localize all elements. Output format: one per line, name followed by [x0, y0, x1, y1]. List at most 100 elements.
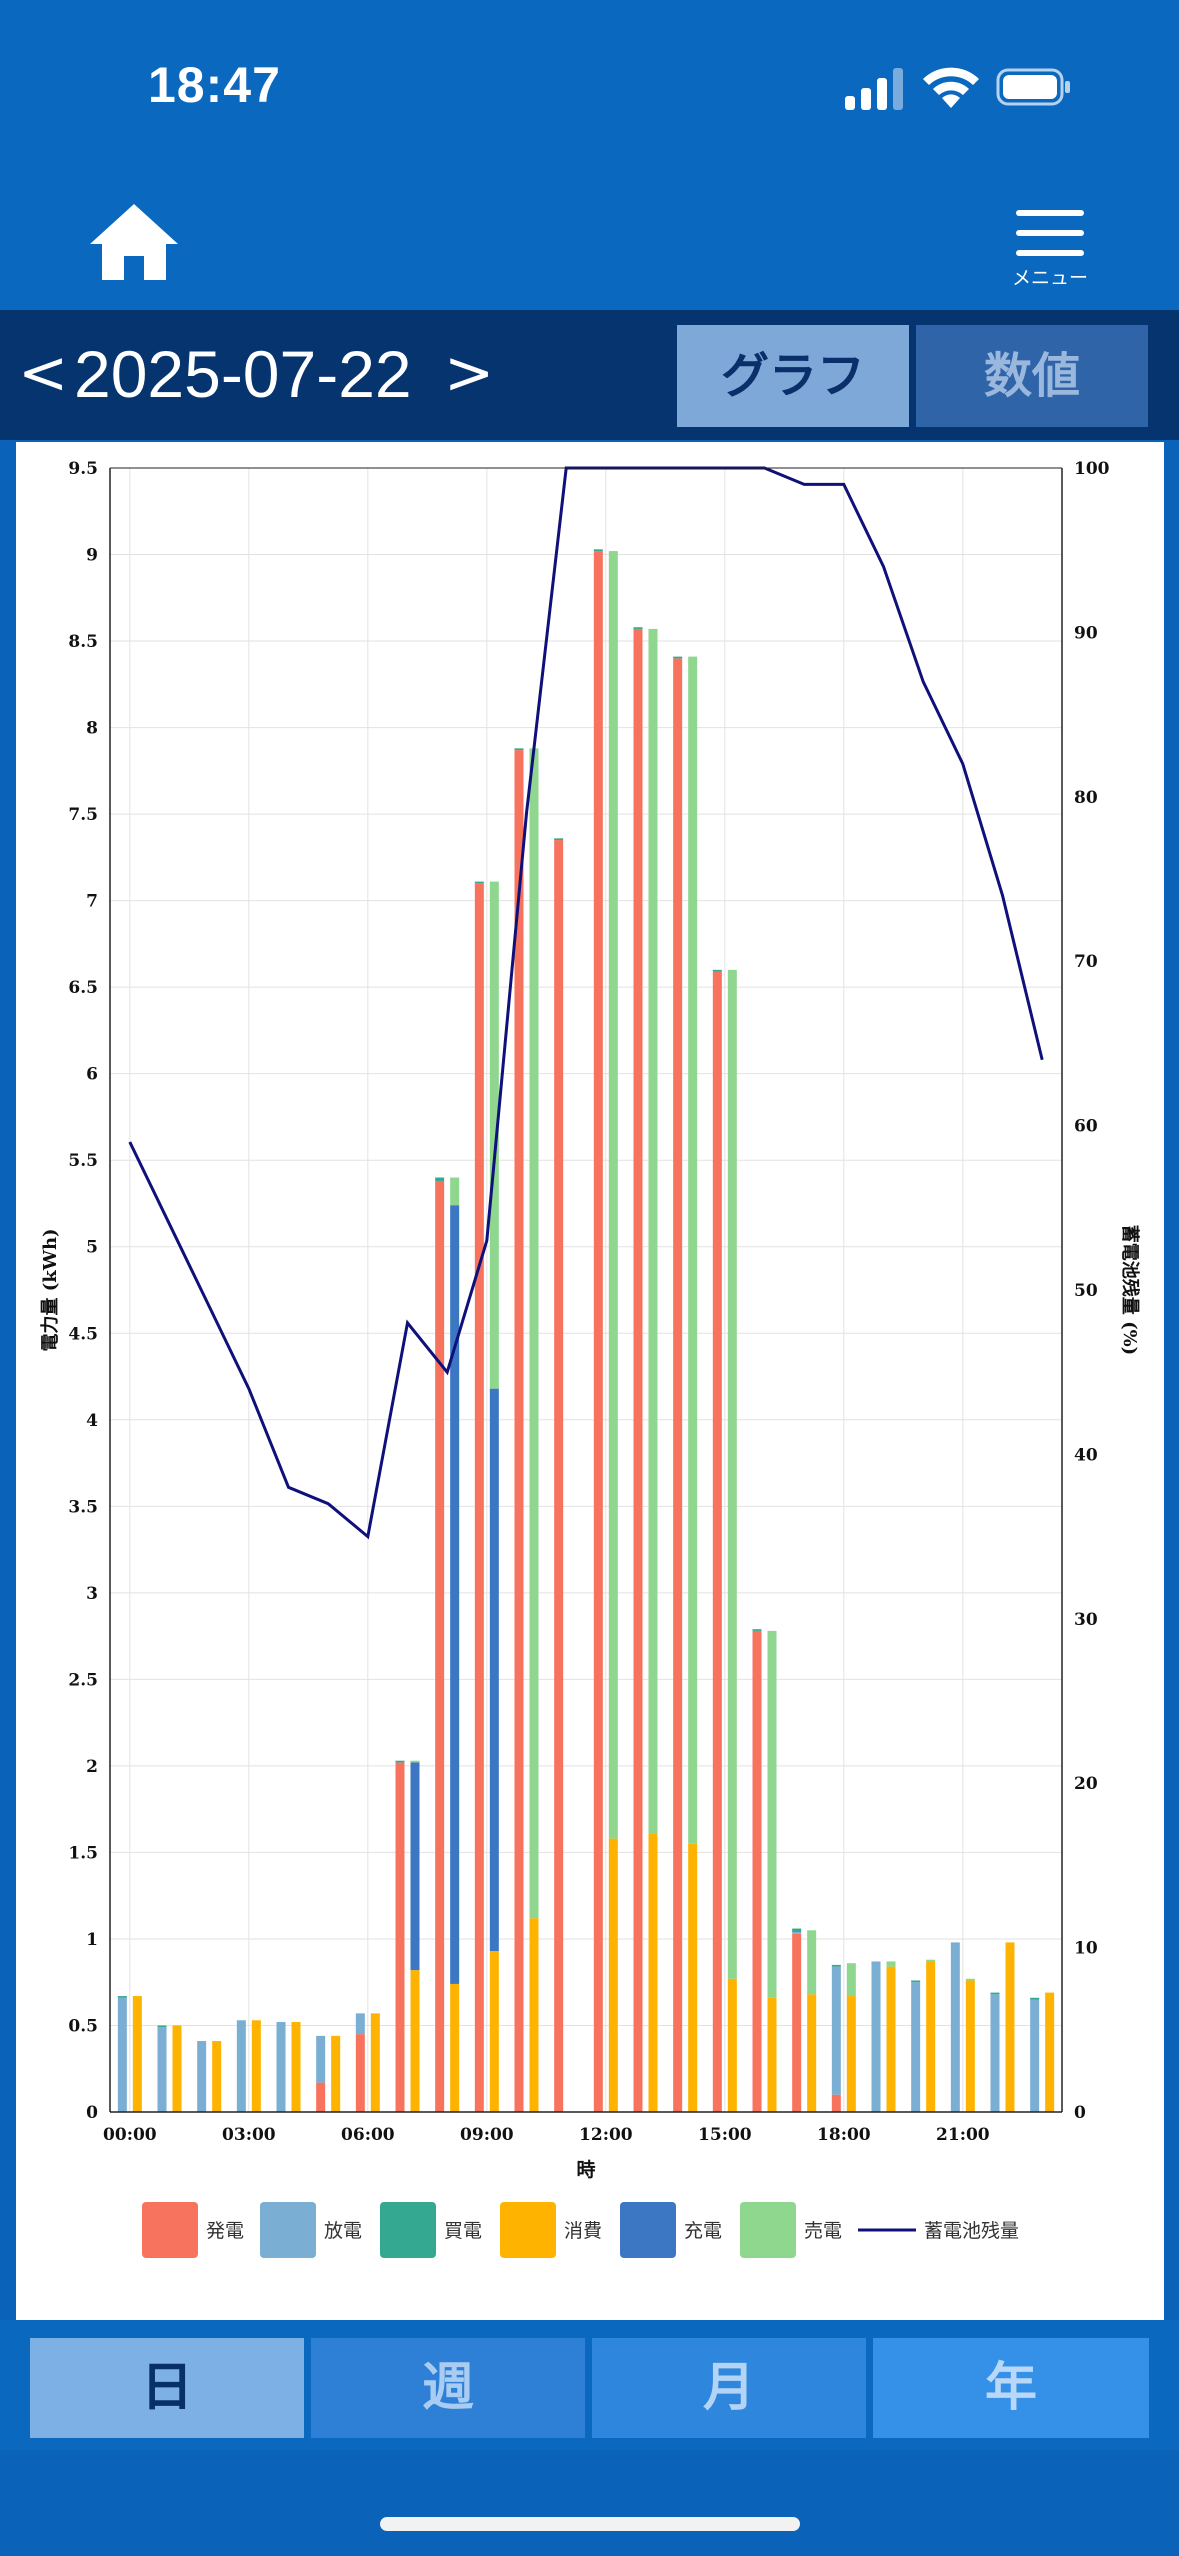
y-tick-label: 6.5	[68, 978, 98, 998]
bar-source-purchase	[1030, 1997, 1040, 2000]
tab-graph[interactable]: グラフ	[677, 325, 909, 427]
y-tick-label: 0.5	[68, 2016, 98, 2036]
y-tick-label: 7	[86, 892, 98, 912]
bar-use-consumption	[886, 1966, 896, 2112]
y2-tick-label: 60	[1074, 1117, 1098, 1137]
bar-use-charge	[489, 1388, 499, 1952]
bar-use-consumption	[608, 1838, 618, 2112]
status-time: 18:47	[148, 57, 281, 113]
legend-swatch-generation	[142, 2202, 198, 2258]
bar-source-generation	[554, 840, 564, 2112]
y2-tick-label: 100	[1074, 459, 1110, 479]
bar-source-generation	[752, 1630, 762, 2112]
bar-source-purchase	[474, 881, 484, 884]
legend-label-generation: 発電	[206, 2220, 244, 2242]
x-tick-label: 03:00	[222, 2125, 276, 2145]
bar-use-sale	[608, 551, 618, 1839]
bar-use-sale	[688, 656, 698, 1844]
bar-source-purchase	[554, 838, 564, 841]
y2-tick-label: 30	[1074, 1610, 1098, 1630]
x-tick-label: 15:00	[698, 2125, 752, 2145]
menu-label: メニュー	[1011, 267, 1088, 289]
x-axis-label: 時	[576, 2159, 595, 2181]
y-tick-label: 1.5	[68, 1843, 98, 1863]
bar-use-consumption	[846, 1996, 856, 2112]
bar-use-consumption	[291, 2022, 301, 2112]
bar-source-generation	[831, 2094, 841, 2112]
legend-swatch-sale	[740, 2202, 796, 2258]
bar-use-consumption	[1045, 1992, 1055, 2112]
current-date: 2025-07-22	[74, 337, 412, 411]
legend-label-consumption: 消費	[564, 2220, 602, 2242]
next-date-button[interactable]: >	[444, 338, 495, 408]
bar-use-sale	[727, 969, 737, 1979]
y-tick-label: 1	[86, 1930, 98, 1950]
bar-source-purchase	[117, 1996, 127, 1998]
bar-use-consumption	[965, 1980, 975, 2112]
bar-source-purchase	[752, 1629, 762, 1631]
bar-source-discharge	[792, 1932, 802, 1934]
bar-use-sale	[450, 1177, 460, 1206]
bar-source-purchase	[157, 2025, 167, 2028]
y2-tick-label: 0	[1074, 2103, 1086, 2123]
y-tick-label: 6	[86, 1065, 98, 1085]
x-tick-label: 09:00	[460, 2125, 514, 2145]
x-tick-label: 18:00	[817, 2125, 871, 2145]
bar-use-consumption	[727, 1978, 737, 2112]
bar-source-discharge	[911, 1982, 921, 2112]
y-tick-label: 0	[86, 2103, 98, 2123]
tab-year[interactable]: 年	[873, 2338, 1149, 2438]
x-tick-label: 06:00	[341, 2125, 395, 2145]
previous-date-button[interactable]: <	[18, 338, 69, 408]
y2-tick-label: 50	[1074, 1281, 1098, 1301]
bar-source-generation	[514, 750, 524, 2112]
bar-use-consumption	[251, 2020, 261, 2112]
bar-use-charge	[410, 1762, 420, 1971]
bar-use-sale	[846, 1963, 856, 1997]
bar-use-consumption	[767, 1997, 777, 2112]
bar-source-purchase	[990, 1992, 1000, 1995]
bar-source-generation	[712, 971, 722, 2112]
y-tick-label: 5.5	[68, 1151, 98, 1171]
bar-source-purchase	[633, 627, 643, 629]
bar-source-generation	[395, 1762, 405, 2112]
legend-label-charge: 充電	[684, 2220, 722, 2242]
wifi-icon	[923, 67, 979, 108]
battery-level-line	[128, 466, 1044, 1540]
tab-values[interactable]: 数値	[916, 325, 1148, 427]
bar-source-discharge	[117, 1997, 127, 2112]
bar-source-purchase	[435, 1177, 445, 1181]
y2-tick-label: 80	[1074, 788, 1098, 808]
navigation-bar: メニュー	[0, 170, 1179, 310]
bar-source-discharge	[316, 2035, 326, 2083]
bar-source-purchase	[712, 969, 722, 972]
home-icon[interactable]	[88, 200, 180, 284]
bar-source-discharge	[1030, 1999, 1040, 2112]
chart-panel: 0 0.5 1 1.5 2 2.5 3 3.5 4 4.5 5 5.5 6 6.5 7 7.5 8 8.5 9 9.5…	[16, 442, 1164, 2320]
bar-use-sale	[965, 1978, 975, 1981]
y-tick-label: 9.5	[68, 459, 98, 479]
bar-source-purchase	[514, 748, 524, 751]
bar-source-discharge	[950, 1942, 960, 2112]
bar-source-generation	[633, 628, 643, 2112]
cellular-signal-icon	[845, 66, 905, 110]
bar-use-consumption	[172, 2025, 182, 2112]
period-tabs: 日 週 月 年	[0, 2320, 1179, 2450]
bar-source-generation	[435, 1180, 445, 2112]
bar-use-sale	[489, 881, 499, 1389]
tab-day[interactable]: 日	[30, 2338, 304, 2438]
home-indicator[interactable]	[380, 2517, 800, 2531]
legend-swatch-charge	[620, 2202, 676, 2258]
legend-swatch-consumption	[500, 2202, 556, 2258]
bar-source-purchase	[593, 549, 603, 552]
tab-week[interactable]: 週	[311, 2338, 585, 2438]
bar-use-charge	[450, 1205, 460, 1984]
bar-source-discharge	[157, 2027, 167, 2112]
menu-button[interactable]: メニュー	[1000, 210, 1100, 300]
y2-axis-label: 蓄電池残量 (%)	[1119, 1225, 1141, 1355]
y2-tick-label: 90	[1074, 623, 1098, 643]
tab-month[interactable]: 月	[592, 2338, 866, 2438]
bar-use-consumption	[489, 1951, 499, 2112]
y-tick-label: 3.5	[68, 1497, 98, 1517]
bar-source-purchase	[395, 1760, 405, 1763]
